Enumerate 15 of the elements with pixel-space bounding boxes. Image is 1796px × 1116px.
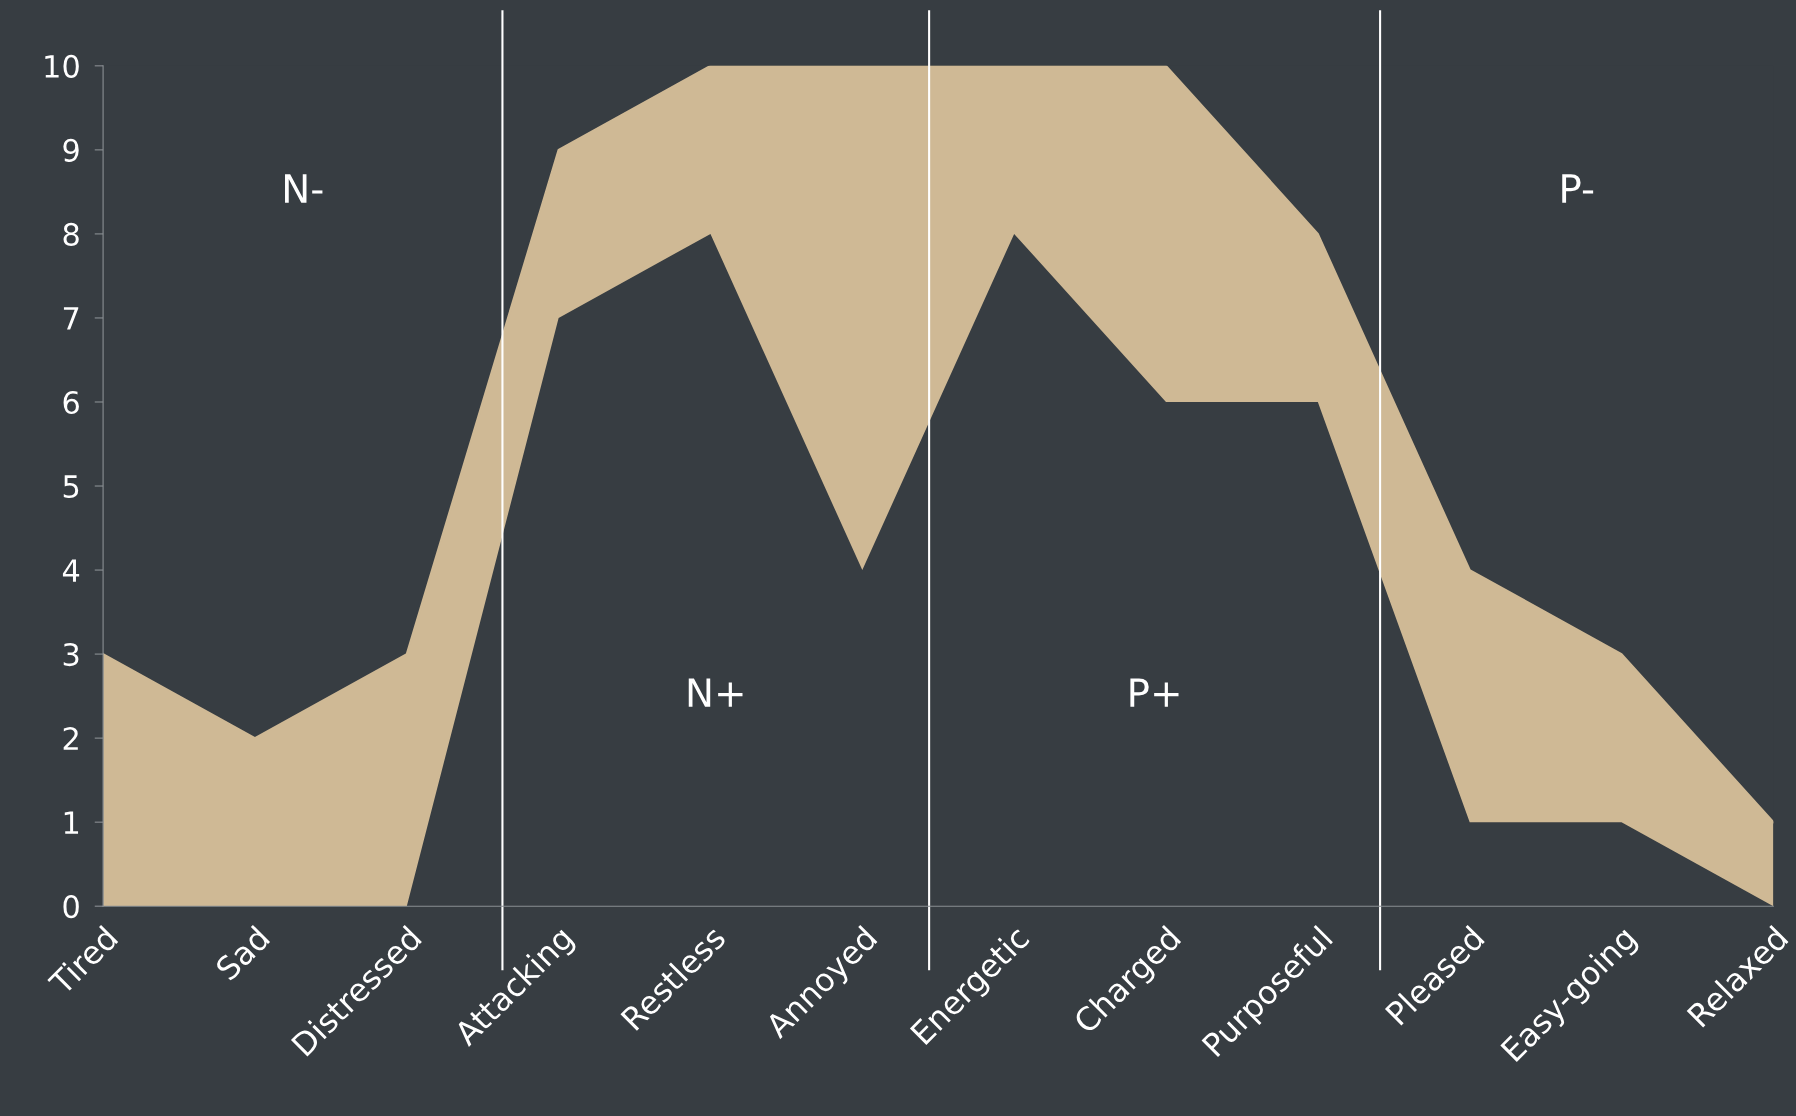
y-tick-label: 10	[45, 54, 79, 78]
annotation: P-	[1562, 174, 1594, 203]
annotation: P+	[1130, 678, 1179, 707]
y-tick-label: 5	[63, 475, 79, 499]
y-tick-label: 1	[64, 811, 79, 834]
y-tick-label: 2	[63, 727, 78, 750]
y-tick-label: 0	[63, 895, 79, 919]
y-tick-label: 7	[63, 307, 79, 330]
annotation: N-	[285, 174, 323, 203]
y-tick-label: 9	[63, 138, 79, 162]
y-tick-label: 8	[63, 222, 79, 246]
y-tick-label: 3	[63, 643, 79, 667]
y-tick-label: 6	[63, 390, 79, 415]
y-tick-label: 4	[62, 559, 80, 582]
annotation: N+	[688, 678, 743, 707]
